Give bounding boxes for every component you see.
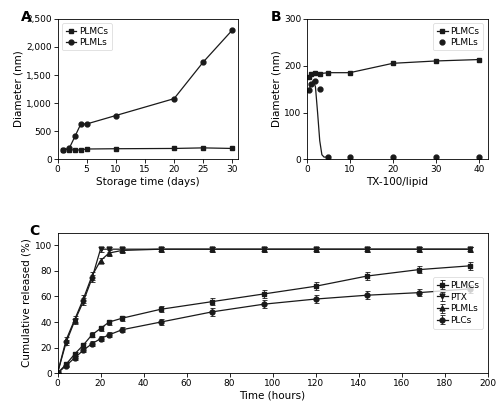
PLMCs: [433, 58, 439, 63]
Legend: PLMCs, PLMLs: PLMCs, PLMLs: [62, 23, 112, 50]
PLMLs: [113, 113, 119, 118]
PLMLs: [66, 146, 72, 151]
Y-axis label: Cumulative released (%): Cumulative released (%): [22, 239, 32, 367]
PLMLs: [306, 88, 312, 93]
PLMCs: [347, 70, 353, 75]
PLMLs: [433, 155, 439, 160]
X-axis label: TX-100/lipid: TX-100/lipid: [366, 177, 428, 187]
Y-axis label: Diameter (nm): Diameter (nm): [271, 51, 281, 128]
PLMCs: [306, 75, 312, 80]
PLMLs: [230, 28, 235, 33]
PLMCs: [312, 70, 318, 75]
X-axis label: Time (hours): Time (hours): [240, 391, 306, 401]
PLMLs: [308, 82, 314, 87]
PLMLs: [312, 78, 318, 83]
Line: PLMCs: PLMCs: [306, 57, 482, 80]
PLMCs: [66, 147, 72, 152]
Text: C: C: [30, 224, 40, 238]
PLMLs: [84, 121, 89, 126]
PLMCs: [60, 147, 66, 152]
X-axis label: Storage time (days): Storage time (days): [96, 177, 200, 187]
PLMLs: [347, 155, 353, 160]
PLMLs: [72, 134, 78, 139]
Legend: PLMCs, PLMLs: PLMCs, PLMLs: [433, 23, 483, 50]
PLMCs: [316, 71, 322, 76]
PLMCs: [84, 146, 89, 151]
PLMCs: [72, 148, 78, 153]
Legend: PLMCs, PTX, PLMLs, PLCs: PLMCs, PTX, PLMLs, PLCs: [433, 277, 483, 329]
PLMCs: [200, 146, 206, 151]
PLMLs: [390, 155, 396, 160]
PLMLs: [171, 96, 177, 101]
PLMCs: [326, 70, 332, 75]
PLMCs: [230, 146, 235, 151]
Text: B: B: [270, 10, 281, 24]
PLMCs: [308, 72, 314, 77]
PLMLs: [200, 60, 206, 65]
PLMLs: [78, 121, 84, 126]
Line: PLMLs: PLMLs: [306, 78, 482, 160]
Line: PLMLs: PLMLs: [61, 28, 235, 152]
PLMCs: [78, 147, 84, 152]
PLMLs: [316, 87, 322, 92]
PLMCs: [171, 146, 177, 151]
PLMCs: [476, 57, 482, 62]
Y-axis label: Diameter (nm): Diameter (nm): [14, 51, 24, 128]
PLMLs: [326, 155, 332, 160]
Text: A: A: [22, 10, 32, 24]
PLMLs: [476, 155, 482, 160]
Line: PLMCs: PLMCs: [61, 146, 235, 153]
PLMCs: [390, 61, 396, 66]
PLMCs: [113, 146, 119, 151]
PLMLs: [60, 147, 66, 152]
